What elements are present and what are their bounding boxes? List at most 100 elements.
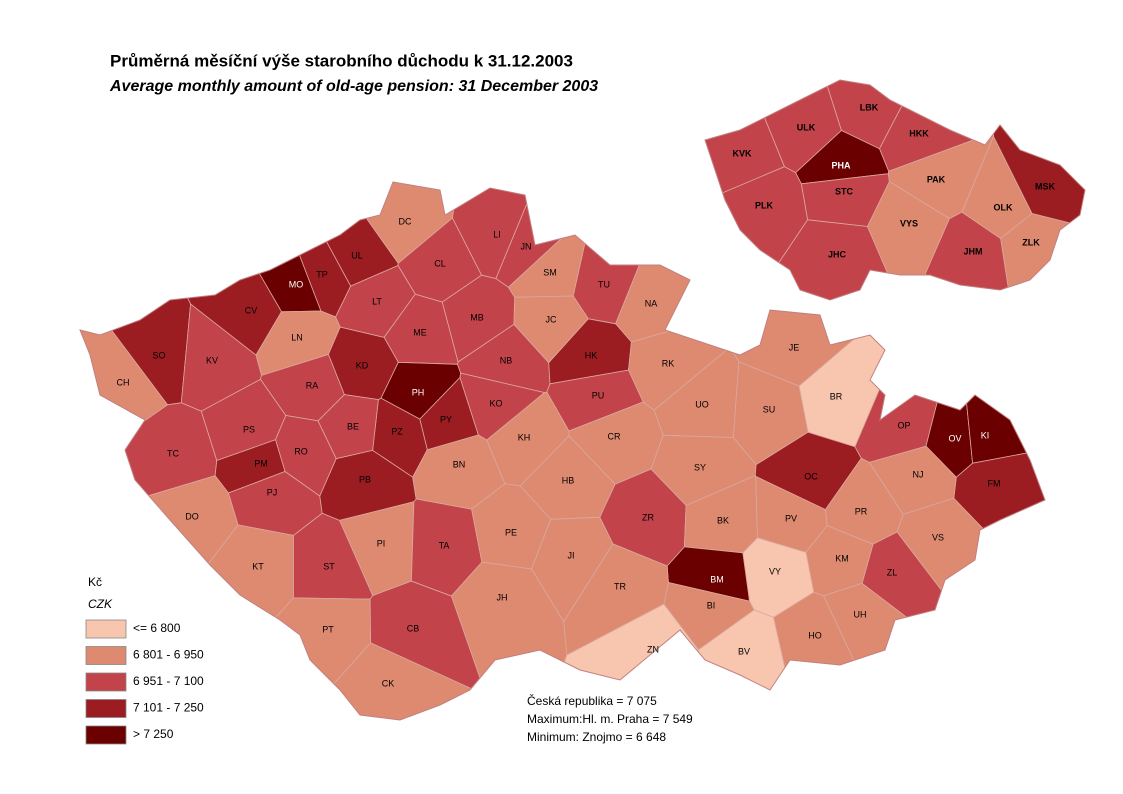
label: HB (562, 475, 575, 485)
label: PZ (391, 426, 403, 436)
label: KO (489, 398, 502, 408)
label: UH (854, 609, 867, 619)
label: TP (316, 269, 328, 279)
label: CK (382, 678, 395, 688)
legend: <= 6 800 6 801 - 6 950 6 951 - 7 100 7 101 … (85, 619, 204, 745)
label: CR (608, 431, 621, 441)
label: CB (407, 623, 420, 633)
label: KVK (732, 148, 752, 158)
label: PU (592, 390, 605, 400)
label: ZL (887, 567, 898, 577)
label: VS (932, 532, 944, 542)
label: JN (521, 241, 532, 251)
label: PH (412, 387, 425, 397)
label: UO (695, 399, 709, 409)
label: VY (769, 566, 781, 576)
legend-label: <= 6 800 (133, 621, 181, 635)
label: SU (763, 404, 776, 414)
label: PS (243, 424, 255, 434)
district (80, 475, 239, 720)
label: PR (855, 506, 868, 516)
label: NA (645, 298, 658, 308)
label: BI (707, 600, 716, 610)
label: ZLK (1022, 237, 1040, 247)
label: JH (497, 592, 508, 602)
label: OLK (994, 202, 1013, 212)
label: KT (252, 561, 264, 571)
label: OP (897, 420, 910, 430)
label: KV (206, 355, 218, 365)
summary: Česká republika = 7 075 (527, 693, 657, 708)
label: NB (500, 355, 513, 365)
label: HO (808, 630, 822, 640)
label: RK (662, 358, 675, 368)
legend-label: 7 101 - 7 250 (133, 701, 204, 715)
label: JC (546, 314, 558, 324)
legend-swatch (85, 619, 127, 639)
label: JHM (963, 246, 982, 256)
label: NJ (913, 469, 924, 479)
label: JHC (828, 249, 847, 259)
label: CH (117, 377, 130, 387)
legend-label: 6 801 - 6 950 (133, 648, 204, 662)
label: BR (830, 391, 843, 401)
label: PM (254, 458, 268, 468)
label: JE (789, 342, 800, 352)
district (173, 597, 372, 720)
legend-swatch (85, 646, 127, 665)
label: ME (413, 327, 427, 337)
label: TU (598, 279, 610, 289)
label: LBK (860, 102, 879, 112)
label: HK (585, 350, 598, 360)
legend-subtitle: CZK (88, 597, 113, 611)
label: PE (505, 527, 517, 537)
region (705, 166, 809, 300)
label: FM (988, 478, 1001, 488)
label: ST (323, 561, 335, 571)
legend-swatch (85, 672, 127, 692)
legend-swatch (85, 699, 127, 718)
label: PLK (755, 200, 774, 210)
legend-label: 6 951 - 7 100 (133, 674, 204, 688)
label: HKK (909, 128, 929, 138)
label: PY (440, 414, 452, 424)
label: PHA (831, 160, 851, 170)
label: PT (322, 624, 334, 634)
label: OV (948, 433, 961, 443)
label: PV (785, 513, 797, 523)
legend-swatch (85, 725, 127, 745)
label: PJ (267, 487, 278, 497)
label: MSK (1035, 181, 1056, 191)
label: SM (543, 267, 557, 277)
label: BE (347, 421, 359, 431)
summary: Minimum: Znojmo = 6 648 (527, 730, 666, 744)
district (896, 497, 1045, 720)
label: MO (289, 279, 304, 289)
title: Průměrná měsíční výše starobního důchodu… (110, 51, 573, 70)
label: DC (399, 216, 412, 226)
regions (705, 80, 1085, 300)
label: ZN (647, 644, 659, 654)
district (317, 394, 379, 460)
label: UL (351, 250, 363, 260)
label: LN (291, 332, 303, 342)
label: RA (306, 380, 319, 390)
label: BK (717, 515, 729, 525)
summary: Maximum:Hl. m. Praha = 7 549 (527, 712, 693, 726)
legend-label: > 7 250 (133, 727, 174, 741)
label: KD (356, 360, 369, 370)
label: SY (694, 462, 706, 472)
label: BN (453, 459, 466, 469)
label: LT (372, 296, 382, 306)
label: DO (185, 511, 199, 521)
label: SO (152, 350, 165, 360)
label: BV (738, 646, 750, 656)
label: TR (614, 581, 626, 591)
labels: DC TP UL MO CV LN CL LI JN SM TU NA JC LT ME MB SO KV CH KD… (117, 102, 1056, 688)
label: KI (981, 430, 990, 440)
label: STC (835, 186, 854, 196)
label: CV (245, 305, 258, 315)
subtitle: Average monthly amount of old-age pensio… (109, 78, 598, 95)
label: MB (470, 312, 484, 322)
